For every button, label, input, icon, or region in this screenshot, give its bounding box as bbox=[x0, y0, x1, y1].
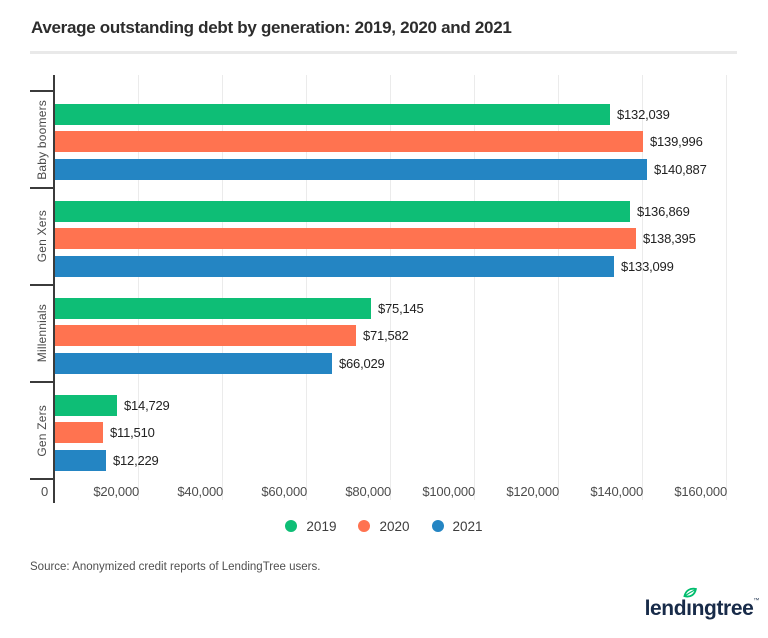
legend-label: 2021 bbox=[452, 518, 483, 534]
bar-value-label: $71,582 bbox=[363, 328, 409, 343]
grid-line bbox=[222, 75, 223, 500]
band-tick bbox=[30, 90, 54, 92]
bar-value-label: $75,145 bbox=[378, 301, 424, 316]
grid-line bbox=[558, 75, 559, 500]
x-tick-label: $60,000 bbox=[261, 484, 307, 499]
bar-2020-baby-boomers bbox=[55, 131, 643, 152]
grid-line bbox=[726, 75, 727, 500]
bar-value-label: $136,869 bbox=[637, 204, 690, 219]
logo-letter-i: ı bbox=[683, 587, 698, 621]
bar-value-label: $66,029 bbox=[339, 356, 385, 371]
band-tick bbox=[30, 284, 54, 286]
category-label-text: Gen Zers bbox=[35, 404, 49, 457]
bar-chart-plot: 0 $20,000 $40,000 $60,000 $80,000 $100,000 $12… bbox=[30, 75, 727, 503]
legend-item-2019: 2019 bbox=[285, 519, 336, 534]
grid-line bbox=[138, 75, 139, 500]
category-label-text: Millennials bbox=[35, 304, 49, 363]
bar-value-label: $139,996 bbox=[650, 134, 703, 149]
x-tick-label: $100,000 bbox=[422, 484, 475, 499]
bar-2021-gen-zers bbox=[55, 450, 106, 471]
bar-value-label: $14,729 bbox=[124, 398, 170, 413]
bar-value-label: $140,887 bbox=[654, 162, 707, 177]
bar-2020-gen-zers bbox=[55, 422, 103, 443]
chart-title: Average outstanding debt by generation: … bbox=[31, 18, 512, 37]
lendingtree-logo: lend ıngtree™ bbox=[644, 587, 759, 621]
y-axis-line bbox=[53, 75, 55, 503]
x-tick-label: $140,000 bbox=[590, 484, 643, 499]
bar-value-label: $133,099 bbox=[621, 259, 674, 274]
logo-text-post: ngtree bbox=[691, 597, 754, 620]
category-label: Gen Xers bbox=[33, 188, 51, 285]
legend-item-2020: 2020 bbox=[358, 518, 410, 534]
legend-label: 2019 bbox=[306, 518, 337, 534]
logo-trademark: ™ bbox=[753, 598, 759, 604]
bar-value-label: $12,229 bbox=[113, 453, 159, 468]
bar-value-label: $132,039 bbox=[617, 107, 670, 122]
x-tick-label: $80,000 bbox=[345, 484, 391, 499]
legend-dot bbox=[431, 520, 444, 532]
legend: 2019 2020 2021 bbox=[0, 518, 768, 534]
legend-label: 2020 bbox=[379, 518, 410, 534]
x-tick-label: $160,000 bbox=[674, 484, 727, 499]
bar-2019-millennials bbox=[55, 298, 371, 319]
title-divider bbox=[30, 51, 737, 54]
bar-2019-gen-xers bbox=[55, 201, 630, 222]
category-label: Gen Zers bbox=[33, 382, 51, 479]
bar-2021-baby-boomers bbox=[55, 159, 647, 180]
grid-line bbox=[390, 75, 391, 500]
bar-2020-gen-xers bbox=[55, 228, 636, 249]
leaf-icon bbox=[683, 587, 698, 598]
legend-item-2021: 2021 bbox=[431, 518, 483, 534]
legend-dot bbox=[358, 520, 371, 532]
bar-2021-gen-xers bbox=[55, 256, 614, 277]
grid-line bbox=[642, 75, 643, 500]
bar-2021-millennials bbox=[55, 353, 332, 374]
band-tick bbox=[30, 478, 54, 480]
x-tick-label: $120,000 bbox=[506, 484, 559, 499]
x-tick-label: $20,000 bbox=[93, 484, 139, 499]
bar-2019-gen-zers bbox=[55, 395, 117, 416]
logo-text-pre: lend bbox=[644, 597, 687, 620]
grid-line bbox=[474, 75, 475, 500]
bar-value-label: $138,395 bbox=[643, 231, 696, 246]
grid-line bbox=[306, 75, 307, 500]
source-note: Source: Anonymized credit reports of Len… bbox=[30, 561, 321, 573]
band-tick bbox=[30, 381, 54, 383]
x-tick-label: 0 bbox=[40, 484, 48, 499]
category-label: Millennials bbox=[33, 285, 51, 382]
bar-value-label: $11,510 bbox=[110, 425, 155, 440]
band-tick bbox=[30, 187, 54, 189]
category-label: Baby boomers bbox=[33, 91, 51, 188]
category-label-text: Gen Xers bbox=[35, 210, 49, 263]
bar-2020-millennials bbox=[55, 325, 356, 346]
bar-2019-baby-boomers bbox=[55, 104, 610, 125]
legend-dot bbox=[285, 520, 298, 532]
x-tick-label: $40,000 bbox=[177, 484, 223, 499]
category-label-text: Baby boomers bbox=[35, 99, 49, 180]
logo-dotless-i: ı bbox=[686, 597, 692, 620]
